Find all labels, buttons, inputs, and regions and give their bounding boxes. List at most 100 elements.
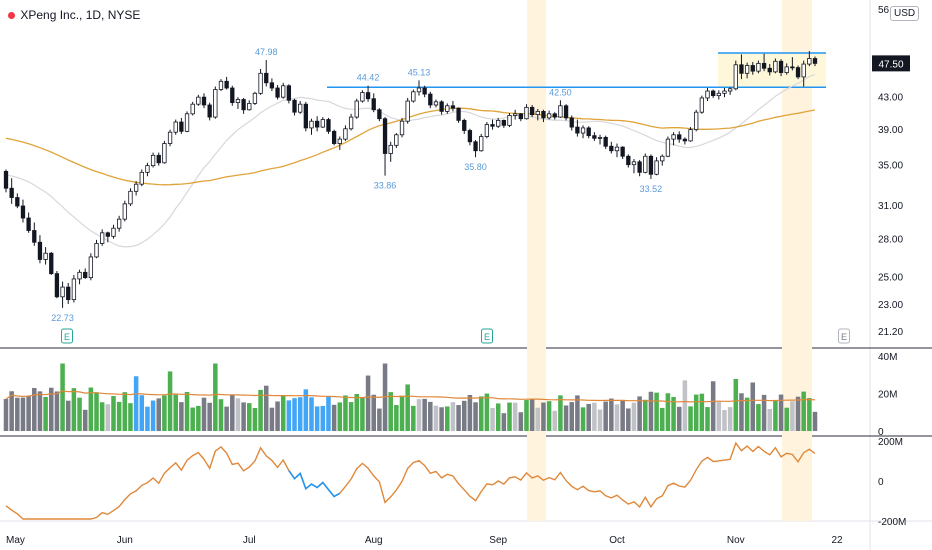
candle (326, 119, 331, 132)
volume-bar (94, 392, 99, 431)
price-tick-label: 31.00 (878, 201, 903, 212)
last-price-tag (872, 55, 910, 72)
volume-bar (382, 363, 388, 431)
volume-bar (230, 394, 235, 431)
volume-bar (360, 397, 365, 431)
high-label: 47.98 (255, 47, 278, 57)
candle (343, 128, 348, 140)
volume-bar (133, 376, 139, 431)
volume-bar (445, 406, 450, 431)
volume-bar (247, 403, 252, 431)
price-tick-label: 21.20 (878, 327, 903, 338)
candle (54, 273, 60, 298)
candle (162, 143, 167, 164)
currency-badge[interactable]: USD (890, 6, 920, 21)
candle (43, 252, 48, 260)
candle (71, 278, 77, 301)
volume-bar (122, 392, 128, 431)
volume-bar (354, 393, 360, 431)
candle (337, 138, 342, 144)
volume-bar (116, 401, 122, 431)
candle (354, 100, 359, 118)
volume-bar (77, 397, 82, 431)
earnings-shade (527, 0, 546, 521)
time-tick-label: Jun (117, 535, 133, 546)
candle (439, 101, 444, 112)
candle (597, 136, 603, 139)
volume-bar (484, 393, 490, 431)
volume-bar (552, 410, 558, 431)
volume-bar (365, 375, 371, 431)
candle (496, 119, 501, 127)
candle (433, 101, 439, 106)
volume-bar (371, 394, 376, 431)
time-tick-label: Oct (609, 535, 625, 546)
volume-bar (337, 402, 343, 431)
volume-bar (9, 391, 14, 431)
candle (688, 129, 693, 142)
volume-bar (693, 394, 699, 431)
candle (269, 82, 275, 89)
candle (241, 99, 246, 111)
rs-line (5, 441, 816, 520)
volume-bar (603, 401, 608, 431)
candle (671, 134, 676, 140)
candle (812, 58, 818, 64)
volume-bar (179, 402, 184, 431)
volume-bar (224, 406, 229, 431)
earnings-label: E (484, 332, 490, 342)
volume-bar (501, 413, 507, 431)
candle (586, 127, 591, 137)
candle (501, 119, 506, 126)
price-tick-label: 35.00 (878, 161, 903, 172)
candle (541, 110, 546, 119)
ma21-line (5, 73, 816, 248)
live-dot-icon (8, 12, 15, 20)
candle (795, 67, 801, 78)
candle (167, 131, 173, 144)
volume-bar (3, 398, 9, 431)
volume-bar (241, 402, 246, 431)
volume-bar (790, 401, 795, 431)
volume-tick-label: 20M (878, 390, 897, 401)
low-label: 33.86 (374, 181, 397, 191)
candle (575, 126, 580, 134)
volume-bar (495, 403, 501, 431)
candle (184, 113, 190, 132)
volume-bar (592, 402, 597, 431)
candle (682, 138, 688, 142)
candle (484, 124, 490, 137)
volume-bar (784, 407, 789, 431)
candle (456, 107, 461, 121)
time-tick-label: 22 (831, 535, 843, 546)
volume-bar (422, 398, 427, 431)
candle (756, 62, 761, 72)
candle (382, 118, 388, 154)
candle (705, 90, 710, 99)
volume-bar (411, 405, 416, 431)
candle (15, 197, 20, 207)
volume-bar (512, 402, 518, 431)
candle (563, 105, 569, 119)
candle (552, 113, 557, 118)
candle (264, 72, 269, 84)
volume-bar (20, 397, 26, 431)
candle (411, 91, 416, 102)
volume-bar (807, 398, 812, 431)
symbol-title: XPeng Inc., 1D, NYSE (20, 8, 141, 22)
candle (179, 121, 184, 132)
high-label: 42.50 (549, 87, 572, 97)
candle (9, 187, 14, 198)
volume-bar (733, 378, 739, 431)
volume-bar (88, 387, 94, 431)
volume-bar (467, 394, 473, 431)
volume-bar (263, 385, 269, 431)
volume-bar (173, 394, 178, 431)
volume-bar (269, 407, 275, 431)
candle (620, 146, 625, 157)
candle (224, 80, 229, 89)
volume-bar (26, 395, 31, 431)
candle (733, 64, 738, 90)
volume-bar (637, 396, 642, 431)
